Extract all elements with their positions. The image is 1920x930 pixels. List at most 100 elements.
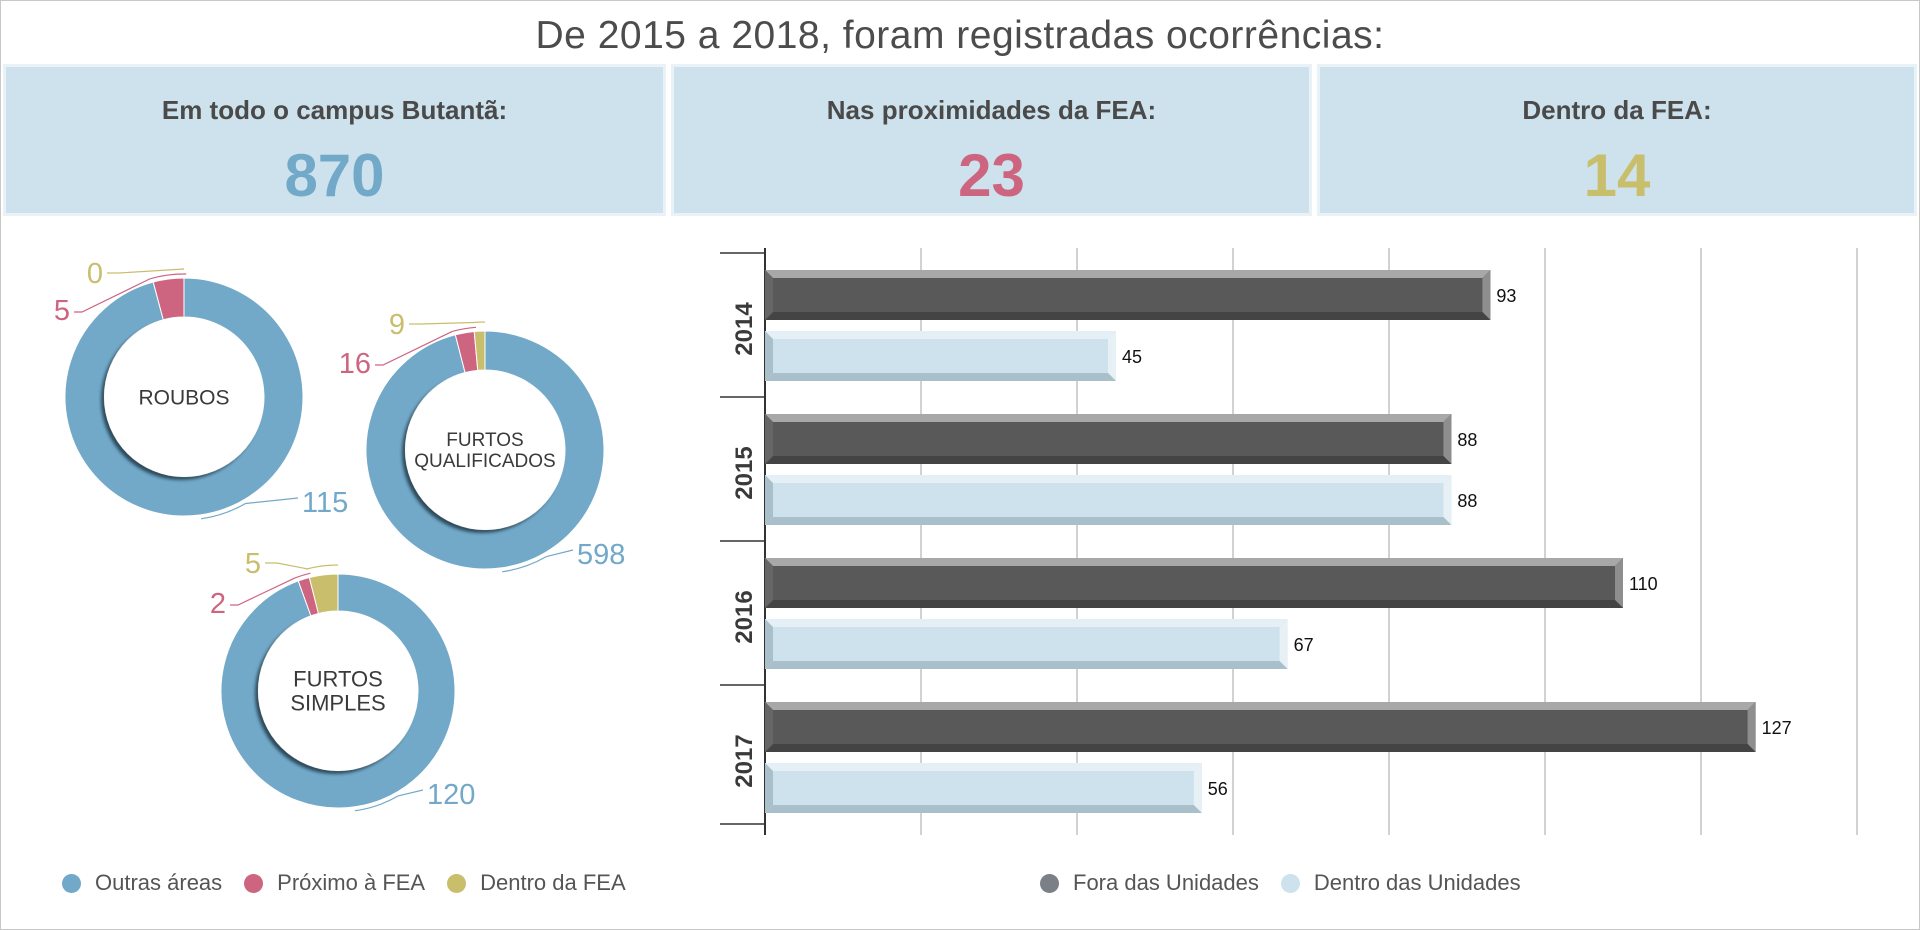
donut-2-value-label-1: 16 bbox=[339, 348, 371, 380]
donut-1-value-label-0: 115 bbox=[302, 487, 348, 519]
bar-value-label-2014-0: 93 bbox=[1496, 286, 1516, 306]
bar-2015-1-left bbox=[765, 475, 773, 525]
legend-label-proximo: Próximo à FEA bbox=[277, 870, 426, 895]
bar-2017-0-top bbox=[765, 702, 1756, 710]
donut-3-hole bbox=[258, 611, 418, 771]
legend-dot-dentro-unidades bbox=[1280, 873, 1300, 893]
donut-legend: Outras áreas Próximo à FEA Dentro da FEA bbox=[62, 868, 648, 898]
bar-2016-0-front bbox=[765, 558, 1623, 608]
bar-2015-dentro: 88 bbox=[765, 475, 1477, 525]
donut-1-hole bbox=[104, 317, 264, 477]
bar-2015-fora: 88 bbox=[765, 414, 1477, 464]
category-label-2014: 2014 bbox=[731, 302, 758, 356]
donut-1-value-label-2: 0 bbox=[87, 258, 103, 290]
legend-dot-fora-unidades bbox=[1040, 873, 1059, 893]
bar-2017-0-front bbox=[765, 702, 1756, 752]
legend-item-fora-unidades: Fora das Unidades bbox=[1040, 870, 1259, 896]
bar-2017-1-side bbox=[1193, 763, 1202, 813]
bar-legend: Fora das Unidades Dentro das Unidades bbox=[1040, 868, 1543, 898]
category-label-2016: 2016 bbox=[731, 590, 758, 643]
bar-2014-1-top bbox=[765, 331, 1116, 339]
bar-2015-0-bottom bbox=[765, 456, 1452, 464]
legend-item-dentro-unidades: Dentro das Unidades bbox=[1280, 870, 1521, 896]
bar-2014-1-left bbox=[765, 331, 773, 381]
donut-2-leader-line-2 bbox=[409, 321, 474, 325]
bar-value-label-2016-1: 67 bbox=[1294, 635, 1314, 655]
stat-value-dentro: 14 bbox=[1583, 142, 1651, 209]
bar-2016-1-top bbox=[765, 619, 1288, 627]
bar-value-label-2015-0: 88 bbox=[1457, 430, 1477, 450]
donut-3-value-label-0: 120 bbox=[427, 779, 475, 811]
bar-2015-1-bottom bbox=[765, 517, 1452, 525]
bar-value-label-2017-1: 56 bbox=[1208, 779, 1228, 799]
donut-2-title-line-0: FURTOS bbox=[446, 430, 523, 451]
donut-1-title-line-0: ROUBOS bbox=[138, 386, 229, 409]
bar-2017-dentro: 56 bbox=[765, 763, 1228, 813]
bar-2017-1-top bbox=[765, 763, 1202, 771]
bar-2017-0-side bbox=[1747, 702, 1756, 752]
bar-2014-0-bottom bbox=[765, 312, 1491, 320]
donut-3-leader-line-0 bbox=[398, 789, 424, 797]
legend-item-proximo: Próximo à FEA bbox=[244, 870, 425, 896]
donut-3-leader-0 bbox=[354, 795, 399, 812]
bar-2016-0-left bbox=[765, 558, 773, 608]
bar-2017-1-bottom bbox=[765, 805, 1202, 813]
donut-1-leader-line-2 bbox=[107, 268, 185, 274]
stat-card-proximidades: Nas proximidades da FEA: 23 bbox=[671, 64, 1312, 216]
stat-value-campus: 870 bbox=[284, 142, 385, 209]
bar-2017-0-left bbox=[765, 702, 773, 752]
legend-item-outras: Outras áreas bbox=[62, 870, 222, 896]
bar-value-label-2016-0: 110 bbox=[1629, 574, 1658, 594]
bar-2014-dentro: 45 bbox=[765, 331, 1142, 381]
donut-1-leader-0 bbox=[201, 503, 246, 520]
bar-2015-0-left bbox=[765, 414, 773, 464]
donut-2-leader-0 bbox=[502, 556, 547, 573]
bar-2015-0-top bbox=[765, 414, 1452, 422]
donut-1-value-label-1: 5 bbox=[54, 295, 70, 327]
donut-2-leader-line-0 bbox=[546, 549, 574, 558]
bar-value-label-2017-0: 127 bbox=[1762, 718, 1792, 738]
bar-chart: 2014 2015 2016 2017 93 45 88 88 110 67 127 56 bbox=[720, 248, 1858, 835]
legend-item-dentro: Dentro da FEA bbox=[447, 870, 626, 896]
donut-2-leader-1 bbox=[452, 326, 477, 333]
stat-label-dentro: Dentro da FEA: bbox=[1522, 95, 1712, 125]
legend-dot-outras bbox=[62, 873, 81, 893]
bar-value-label-2015-1: 88 bbox=[1457, 491, 1477, 511]
donut-1-leader-1 bbox=[149, 273, 187, 280]
bar-2017-0-bottom bbox=[765, 744, 1756, 752]
bar-2016-1-bottom bbox=[765, 661, 1288, 669]
bar-2014-1-front bbox=[765, 331, 1116, 381]
donut-3-title-line-0: FURTOS bbox=[293, 667, 383, 692]
legend-label-dentro: Dentro da FEA bbox=[480, 870, 626, 895]
bar-2016-0-side bbox=[1615, 558, 1623, 608]
stat-card-dentro: Dentro da FEA: 14 bbox=[1317, 64, 1917, 216]
bar-2016-fora: 110 bbox=[765, 558, 1658, 608]
bar-2014-0-left bbox=[765, 270, 773, 320]
donut-3-title-line-1: SIMPLES bbox=[290, 691, 385, 716]
stat-label-campus: Em todo o campus Butantã: bbox=[161, 95, 508, 125]
donut-3-leader-line-2 bbox=[265, 562, 308, 570]
donut-2-hole bbox=[405, 370, 565, 530]
bar-2016-1-left bbox=[765, 619, 773, 669]
category-label-2015: 2015 bbox=[731, 446, 758, 499]
bar-2014-0-front bbox=[765, 270, 1491, 320]
stat-value-proximidades: 23 bbox=[958, 142, 1025, 209]
bar-2014-1-bottom bbox=[765, 373, 1116, 381]
donut-3-leader-line-1 bbox=[230, 577, 296, 606]
donut-2-value-label-2: 9 bbox=[389, 309, 405, 341]
donut-3-leader-1 bbox=[294, 572, 311, 579]
donut-2-title-line-1: QUALIFICADOS bbox=[414, 451, 555, 472]
bar-2015-1-top bbox=[765, 475, 1452, 483]
donut-3-value-label-1: 2 bbox=[210, 588, 226, 620]
legend-label-dentro-unidades: Dentro das Unidades bbox=[1313, 870, 1521, 895]
bar-2017-1-front bbox=[765, 763, 1202, 813]
bar-2016-1-front bbox=[765, 619, 1288, 669]
category-label-2017: 2017 bbox=[731, 734, 758, 787]
legend-dot-proximo bbox=[244, 873, 264, 893]
donut-1-leader-line-0 bbox=[245, 497, 299, 505]
legend-dot-dentro bbox=[447, 873, 467, 893]
bar-2015-0-front bbox=[765, 414, 1452, 464]
donut-2-value-label-0: 598 bbox=[577, 539, 625, 571]
